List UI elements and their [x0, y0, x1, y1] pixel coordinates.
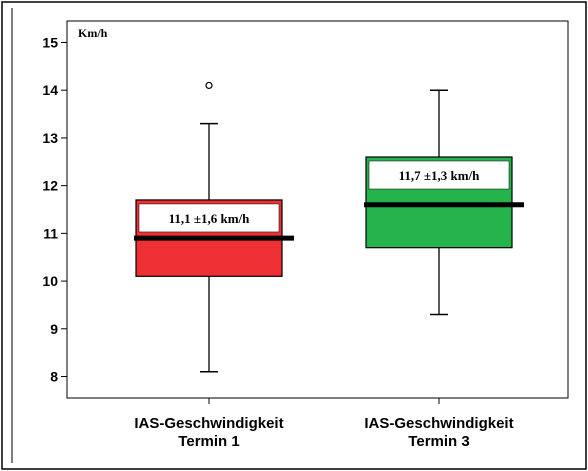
- annotation-box: [138, 203, 280, 233]
- y-tick-label: 15: [42, 34, 58, 50]
- outlier-point: [205, 81, 213, 90]
- box-series: 11,1 ±1,6 km/h 11,7 ±1,3 km/h: [134, 81, 524, 373]
- box-group: 11,1 ±1,6 km/h: [134, 81, 294, 373]
- x-category-label-line1: IAS-Geschwindigkeit: [364, 415, 513, 432]
- y-tick-label: 8: [50, 369, 58, 385]
- box-group: 11,7 ±1,3 km/h: [364, 89, 524, 316]
- annotation-label: 11,1 ±1,6 km/h: [169, 211, 251, 226]
- x-category-label-line2: Termin 1: [178, 433, 239, 450]
- annotation-label: 11,7 ±1,3 km/h: [399, 168, 481, 183]
- x-category-label-line2: Termin 3: [408, 433, 469, 450]
- y-tick-label: 11: [43, 225, 58, 241]
- y-tick-label: 10: [42, 273, 58, 289]
- y-tick-label: 12: [42, 178, 58, 194]
- y-tick-label: 13: [42, 130, 58, 146]
- y-tick-label: 9: [50, 321, 58, 337]
- annotation-box: [368, 160, 510, 190]
- y-tick-label: 14: [42, 82, 58, 98]
- unit-label: Km/h: [78, 26, 108, 40]
- x-category-label-line1: IAS-Geschwindigkeit: [134, 415, 283, 432]
- y-axis: 8 9 10 11 12 13 14 15: [42, 34, 67, 385]
